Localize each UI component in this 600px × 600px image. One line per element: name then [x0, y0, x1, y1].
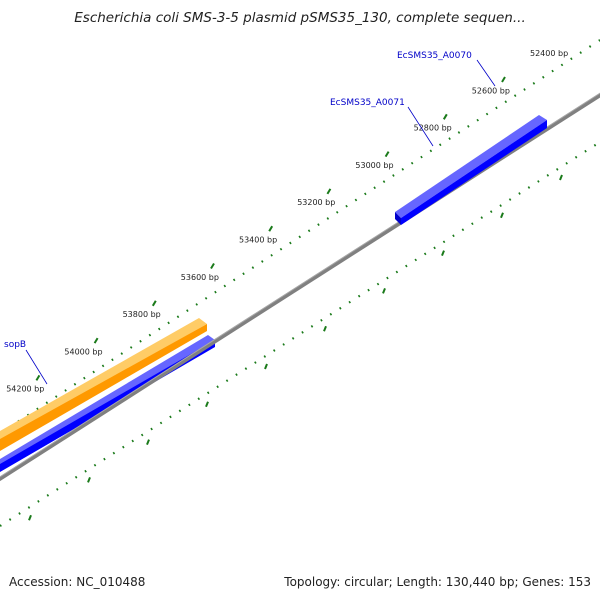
tick-label: 54200 bp — [6, 385, 44, 394]
tick-label: 53000 bp — [355, 161, 393, 170]
inner-major-tick — [205, 401, 209, 408]
gene-sopB-body — [0, 324, 207, 451]
inner-major-tick — [441, 250, 445, 256]
gene-lower-blue-top — [0, 335, 215, 465]
inner-major-tick — [87, 477, 91, 483]
gene-label-sopB-leader — [25, 349, 48, 385]
topology-text: Topology: circular; Length: 130,440 bp; … — [284, 575, 591, 589]
major-tick — [384, 151, 390, 158]
major-tick — [326, 188, 332, 195]
gene-label-A0070[interactable]: EcSMS35_A0070 — [397, 51, 496, 87]
gene-label-A0070-leader — [476, 59, 496, 87]
major-tick — [151, 300, 157, 307]
gene-label-sopB[interactable]: sopB — [4, 340, 48, 385]
inner-major-tick — [323, 325, 327, 332]
accession-text: Accession: NC_010488 — [9, 575, 146, 589]
major-tick — [35, 374, 41, 381]
inner-major-ticks — [28, 174, 563, 521]
map-title: Escherichia coli SMS-3-5 plasmid pSMS35_… — [74, 10, 526, 26]
inner-major-tick — [264, 363, 268, 370]
gene-lower-blue[interactable] — [0, 335, 215, 472]
gene-EcSMS35_A0071[interactable] — [395, 115, 547, 225]
tick-label: 53600 bp — [181, 273, 219, 282]
gene-label-sopB-text: sopB — [4, 340, 26, 350]
tick-label: 53200 bp — [297, 198, 335, 207]
tick-label: 53400 bp — [239, 236, 277, 245]
tick-label: 52400 bp — [530, 49, 568, 58]
tick-label: 52800 bp — [414, 124, 452, 133]
gene-A0071-body — [401, 120, 547, 225]
inner-ring-dots — [0, 141, 600, 527]
tick-group: 52400 bp 52600 bp 52800 bp 53000 bp 53200 bp… — [6, 49, 568, 394]
inner-major-tick — [382, 288, 386, 294]
gene-label-A0071-leader — [407, 106, 434, 147]
gene-A0071-end — [395, 212, 401, 225]
major-tick — [93, 337, 99, 344]
inner-tick-ring — [0, 141, 600, 527]
gene-A0071-top — [395, 115, 547, 218]
major-tick — [442, 113, 448, 120]
tick-label: 54000 bp — [64, 347, 102, 356]
gene-lower-blue-body — [0, 340, 215, 472]
inner-major-tick — [28, 514, 32, 521]
gene-label-A0071[interactable]: EcSMS35_A0071 — [330, 98, 434, 147]
gene-label-A0070-text: EcSMS35_A0070 — [397, 51, 472, 61]
gene-sopB[interactable] — [0, 318, 207, 451]
inner-major-tick — [559, 174, 563, 181]
tick-label: 52600 bp — [472, 86, 510, 95]
inner-major-tick — [500, 212, 504, 219]
inner-major-tick — [146, 439, 150, 445]
gene-label-A0071-text: EcSMS35_A0071 — [330, 98, 405, 108]
major-tick — [268, 225, 274, 232]
tick-label: 53800 bp — [123, 310, 161, 319]
major-tick — [210, 262, 215, 270]
major-tick — [501, 76, 506, 83]
